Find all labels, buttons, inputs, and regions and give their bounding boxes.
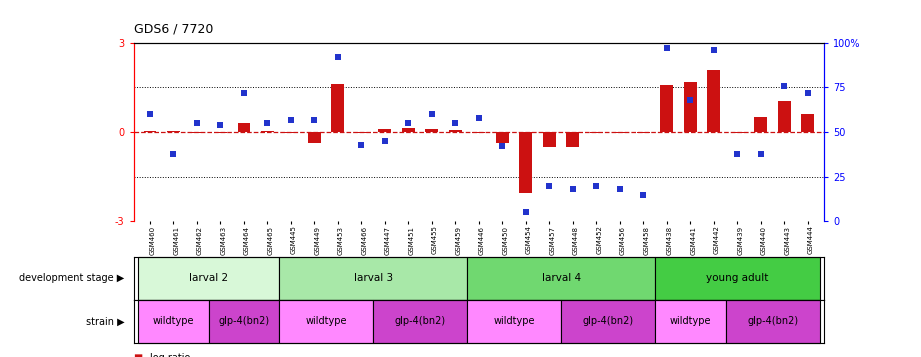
Bar	[707, 70, 720, 132]
Bar	[684, 82, 697, 132]
Bar	[167, 131, 180, 132]
Bar	[637, 132, 650, 133]
Bar	[402, 128, 414, 132]
Text: development stage ▶: development stage ▶	[19, 273, 124, 283]
Bar	[191, 132, 204, 133]
Bar	[561, 300, 655, 343]
Bar	[138, 300, 209, 343]
Bar	[543, 132, 556, 147]
Bar	[726, 300, 820, 343]
Bar	[209, 300, 279, 343]
Bar	[519, 132, 532, 193]
Bar	[590, 132, 603, 133]
Text: wildtype: wildtype	[670, 316, 711, 326]
Text: glp-4(bn2): glp-4(bn2)	[583, 316, 634, 326]
Text: strain ▶: strain ▶	[86, 316, 124, 326]
Bar	[238, 123, 251, 132]
Bar	[655, 257, 820, 300]
Bar	[373, 300, 467, 343]
Text: wildtype: wildtype	[306, 316, 347, 326]
Bar	[279, 257, 467, 300]
Text: glp-4(bn2): glp-4(bn2)	[218, 316, 270, 326]
Bar	[279, 300, 373, 343]
Bar	[731, 132, 744, 133]
Bar	[379, 129, 391, 132]
Text: glp-4(bn2): glp-4(bn2)	[394, 316, 446, 326]
Bar	[660, 85, 673, 132]
Bar	[138, 257, 279, 300]
Bar	[801, 114, 814, 132]
Text: wildtype: wildtype	[153, 316, 194, 326]
Bar	[467, 300, 561, 343]
Text: larval 4: larval 4	[542, 273, 581, 283]
Bar	[613, 132, 626, 133]
Text: ■: ■	[134, 353, 143, 357]
Bar	[495, 132, 509, 144]
Text: larval 3: larval 3	[354, 273, 392, 283]
Text: larval 2: larval 2	[189, 273, 228, 283]
Text: log ratio: log ratio	[150, 353, 191, 357]
Bar	[778, 101, 791, 132]
Text: glp-4(bn2): glp-4(bn2)	[747, 316, 799, 326]
Bar	[261, 131, 274, 132]
Bar	[144, 131, 157, 132]
Bar	[426, 129, 438, 132]
Bar	[566, 132, 579, 147]
Bar	[332, 85, 344, 132]
Text: GDS6 / 7720: GDS6 / 7720	[134, 23, 213, 36]
Bar	[754, 117, 767, 132]
Bar	[214, 132, 227, 133]
Bar	[308, 132, 321, 144]
Bar	[355, 132, 367, 133]
Text: young adult: young adult	[706, 273, 768, 283]
Bar	[449, 130, 462, 132]
Bar	[285, 132, 297, 133]
Bar	[467, 257, 655, 300]
Bar	[472, 132, 485, 133]
Bar	[655, 300, 726, 343]
Text: wildtype: wildtype	[494, 316, 535, 326]
